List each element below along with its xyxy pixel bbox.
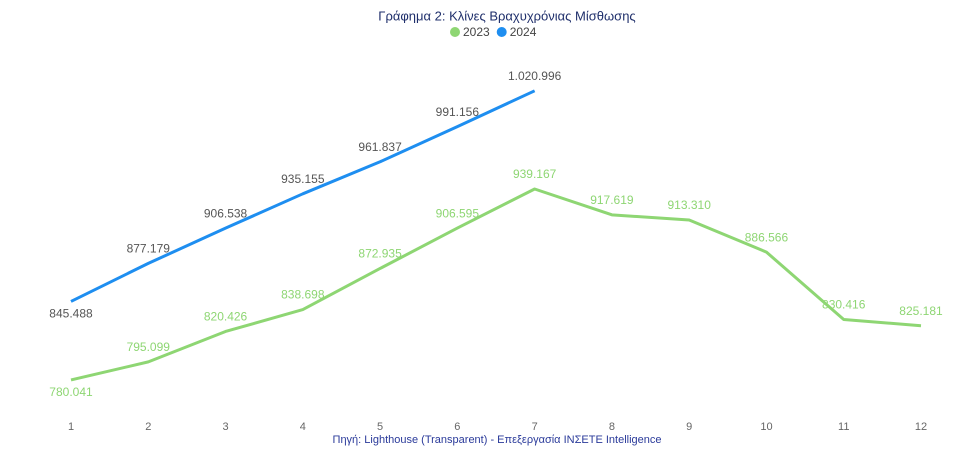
x-tick-label: 9 xyxy=(686,421,692,433)
x-tick-label: 8 xyxy=(609,421,615,433)
data-label: 939.167 xyxy=(513,167,557,181)
line xyxy=(70,187,922,382)
data-label: 1.020.996 xyxy=(508,69,562,83)
x-tick-label: 7 xyxy=(532,421,538,433)
data-label: 820.426 xyxy=(204,310,248,324)
data-label: 872.935 xyxy=(358,247,402,261)
data-label: 906.595 xyxy=(436,206,480,220)
chart-title: Γράφημα 2: Κλίνες Βραχυχρόνιας Μίσθωσης xyxy=(378,8,635,23)
x-tick-label: 5 xyxy=(377,421,383,433)
data-label: 961.837 xyxy=(358,140,402,154)
data-label: 877.179 xyxy=(127,242,171,256)
data-label: 991.156 xyxy=(436,105,480,119)
x-tick-label: 12 xyxy=(915,421,927,433)
x-tick-label: 2 xyxy=(145,421,151,433)
legend-label: 2024 xyxy=(510,25,537,39)
x-tick-label: 6 xyxy=(454,421,460,433)
data-label: 845.488 xyxy=(49,307,93,321)
x-tick-label: 4 xyxy=(300,421,306,433)
x-tick-label: 3 xyxy=(222,421,228,433)
data-label: 906.538 xyxy=(204,206,248,220)
data-label: 780.041 xyxy=(49,385,93,399)
data-label: 825.181 xyxy=(899,304,943,318)
x-tick-label: 1 xyxy=(68,421,74,433)
legend-label: 2023 xyxy=(463,25,490,39)
data-label: 838.698 xyxy=(281,288,325,302)
data-label: 913.310 xyxy=(667,198,711,212)
data-label: 917.619 xyxy=(590,193,634,207)
data-label: 795.099 xyxy=(127,340,171,354)
line xyxy=(70,89,536,303)
source: Πηγή: Lighthouse (Transparent) - Επεξεργ… xyxy=(333,434,662,446)
data-label: 886.566 xyxy=(745,230,789,244)
legend-marker xyxy=(496,27,507,37)
legend-marker xyxy=(450,27,460,37)
data-label: 935.155 xyxy=(281,172,325,186)
x-tick-label: 11 xyxy=(838,421,849,433)
x-tick-label: 10 xyxy=(760,421,772,433)
data-label: 830.416 xyxy=(822,298,866,312)
